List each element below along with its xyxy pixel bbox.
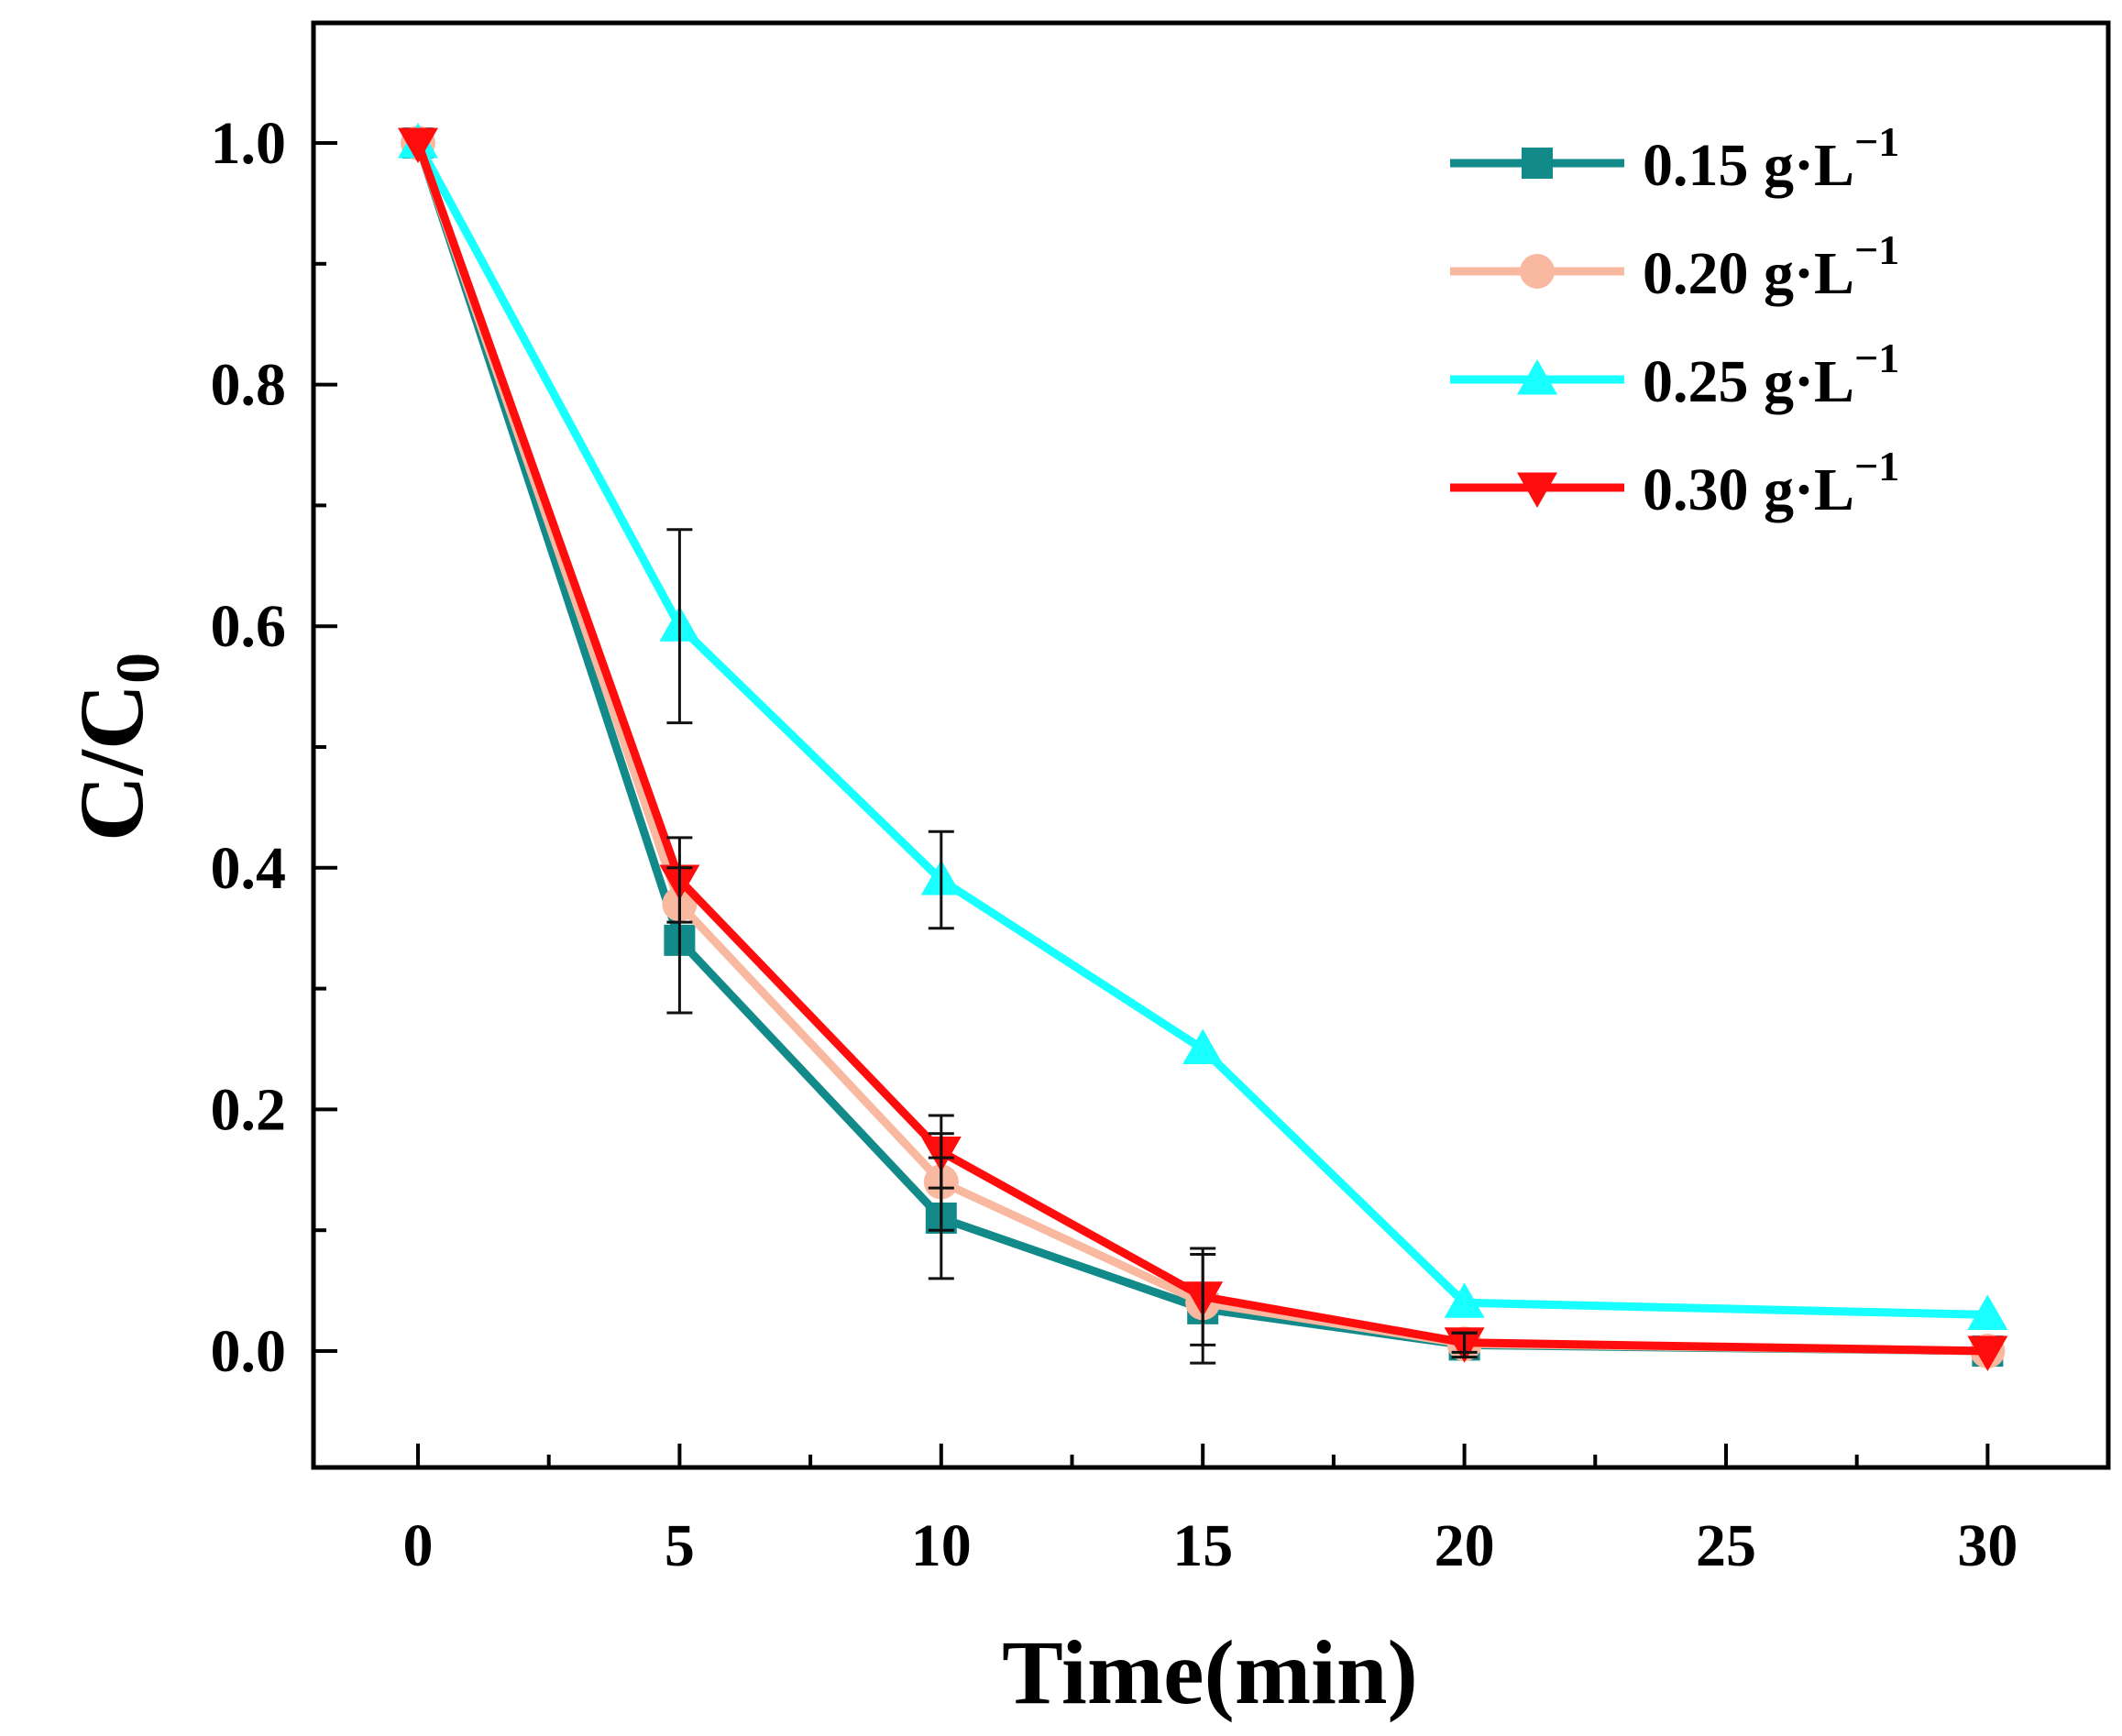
- legend-value: 0.30: [1643, 456, 1764, 523]
- legend-value: 0.20: [1643, 240, 1764, 307]
- series-line: [413, 141, 1988, 1356]
- legend-value: 0.25: [1643, 348, 1764, 415]
- data-point: [1444, 1282, 1485, 1318]
- legend-entry-0.30: 0.30 g·L−1: [1450, 443, 1899, 523]
- series-0.15: [402, 127, 2004, 1367]
- series-0.20: [401, 126, 2006, 1368]
- legend-swatch-marker: [1517, 359, 1557, 395]
- legend-value: 0.15: [1643, 132, 1764, 199]
- legend-swatch-marker: [1520, 254, 1555, 289]
- y-axis-title: C/C0: [60, 653, 172, 841]
- legend-unit: g·L: [1764, 240, 1854, 307]
- x-tick-label: 20: [1435, 1512, 1495, 1579]
- data-point: [398, 127, 438, 163]
- y-tick-label: 0.8: [211, 352, 287, 419]
- legend-unit: g·L: [1764, 348, 1854, 415]
- legend-entry-0.20: 0.20 g·L−1: [1450, 226, 1899, 307]
- legend-swatch-marker: [1522, 148, 1553, 179]
- errorbar-layer: [666, 528, 1478, 1365]
- y-axis-title-subscript: 0: [103, 653, 172, 684]
- y-tick-label: 0.6: [211, 593, 287, 660]
- legend-unit: g·L: [1764, 132, 1854, 199]
- error-bar: [928, 830, 954, 930]
- x-axis-title: Time(min): [1002, 1621, 1418, 1723]
- legend-unit-superscript: −1: [1854, 226, 1899, 273]
- error-bar: [666, 836, 693, 924]
- legend-label: 0.30 g·L−1: [1643, 443, 1899, 523]
- data-point: [1967, 1294, 2008, 1330]
- x-tick-label: 30: [1957, 1512, 2018, 1579]
- x-tick-label: 25: [1696, 1512, 1756, 1579]
- data-point: [1967, 1335, 2008, 1371]
- legend-label: 0.15 g·L−1: [1643, 118, 1899, 199]
- y-axis-title-main: C/C: [60, 684, 162, 841]
- legend-label: 0.25 g·L−1: [1643, 335, 1899, 415]
- legend-entry-0.25: 0.25 g·L−1: [1450, 335, 1899, 415]
- legend-unit-superscript: −1: [1854, 335, 1899, 381]
- y-tick-label: 0.0: [211, 1318, 287, 1385]
- axis-ticks: [313, 141, 1990, 1467]
- axis-tick-labels: 0 5 10 15 20 25 30 0.0 0.2 0.4 0.6 0.8 1.0: [211, 110, 2018, 1579]
- series-line: [413, 141, 1988, 1356]
- series-layer: [398, 123, 2008, 1371]
- legend-unit-superscript: −1: [1854, 118, 1899, 165]
- x-tick-label: 10: [911, 1512, 972, 1579]
- legend-unit-superscript: −1: [1854, 443, 1899, 489]
- data-point: [1182, 1028, 1224, 1064]
- y-tick-label: 1.0: [211, 110, 287, 177]
- error-bar: [666, 528, 693, 725]
- error-bar: [1190, 1247, 1216, 1346]
- series-line: [414, 140, 1988, 1319]
- legend-entry-0.15: 0.15 g·L−1: [1450, 118, 1899, 199]
- x-tick-label: 15: [1172, 1512, 1233, 1579]
- x-tick-label: 5: [665, 1512, 695, 1579]
- legend-swatch-marker: [1517, 472, 1557, 508]
- y-tick-label: 0.2: [211, 1076, 287, 1143]
- legend-label: 0.20 g·L−1: [1643, 226, 1899, 307]
- x-tick-label: 0: [403, 1512, 434, 1579]
- legend-unit: g·L: [1764, 456, 1854, 523]
- series-line: [413, 141, 1988, 1356]
- error-bar: [1451, 1331, 1478, 1354]
- series-0.30: [398, 127, 2008, 1371]
- y-tick-label: 0.4: [211, 835, 287, 902]
- error-bar: [928, 1114, 954, 1190]
- legend: 0.15 g·L−10.20 g·L−10.25 g·L−10.30 g·L−1: [1450, 118, 1899, 523]
